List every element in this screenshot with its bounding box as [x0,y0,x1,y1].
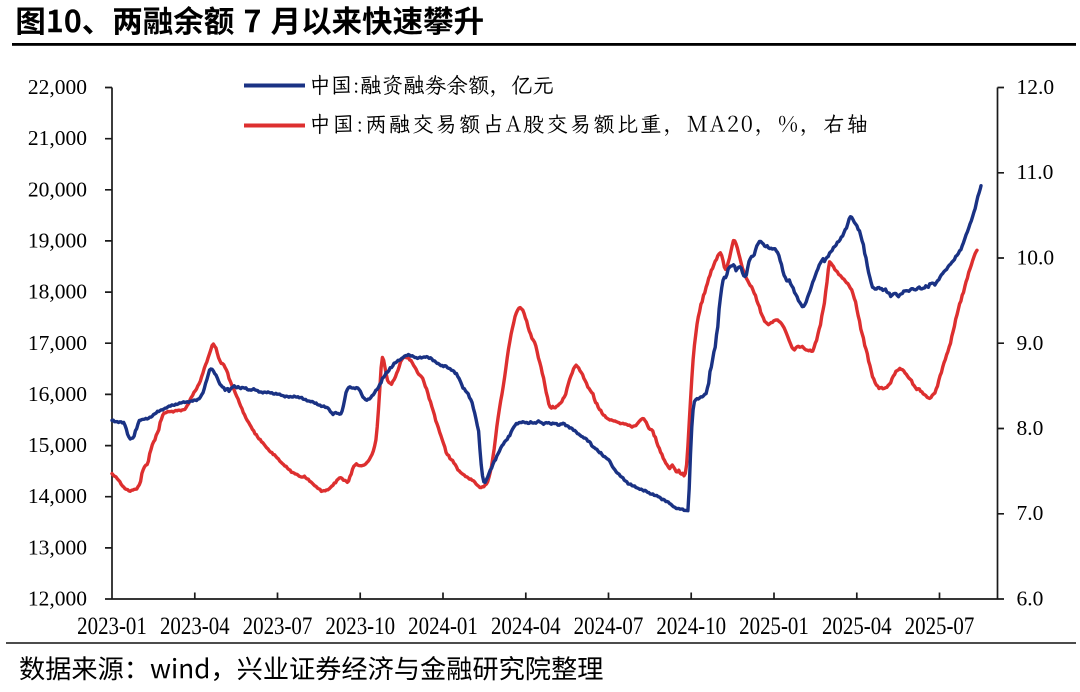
svg-text:2025-01: 2025-01 [739,612,809,640]
svg-text:12,000: 12,000 [28,587,87,611]
svg-text:8.0: 8.0 [1017,416,1044,440]
svg-text:14,000: 14,000 [28,484,87,508]
svg-text:21,000: 21,000 [28,126,87,150]
svg-text:2024-01: 2024-01 [408,612,478,640]
svg-text:2025-07: 2025-07 [905,612,975,640]
svg-text:2023-10: 2023-10 [325,612,395,640]
svg-text:2025-04: 2025-04 [822,612,892,640]
svg-text:11.0: 11.0 [1017,160,1054,184]
svg-text:2023-07: 2023-07 [243,612,313,640]
svg-text:2024-07: 2024-07 [574,612,644,640]
svg-text:12.0: 12.0 [1017,75,1055,99]
svg-text:2024-10: 2024-10 [656,612,726,640]
svg-text:9.0: 9.0 [1017,331,1044,355]
svg-text:19,000: 19,000 [28,228,87,252]
svg-text:17,000: 17,000 [28,331,87,355]
svg-text:16,000: 16,000 [28,382,87,406]
svg-text:10.0: 10.0 [1017,246,1055,270]
svg-text:7.0: 7.0 [1017,501,1044,525]
svg-text:2023-04: 2023-04 [160,612,230,640]
svg-text:18,000: 18,000 [28,280,87,304]
svg-text:15,000: 15,000 [28,433,87,457]
svg-text:13,000: 13,000 [28,535,87,559]
svg-text:20,000: 20,000 [28,177,87,201]
svg-text:2023-01: 2023-01 [77,612,147,640]
svg-text:2024-04: 2024-04 [491,612,561,640]
svg-text:6.0: 6.0 [1017,587,1044,611]
svg-text:22,000: 22,000 [28,75,87,99]
